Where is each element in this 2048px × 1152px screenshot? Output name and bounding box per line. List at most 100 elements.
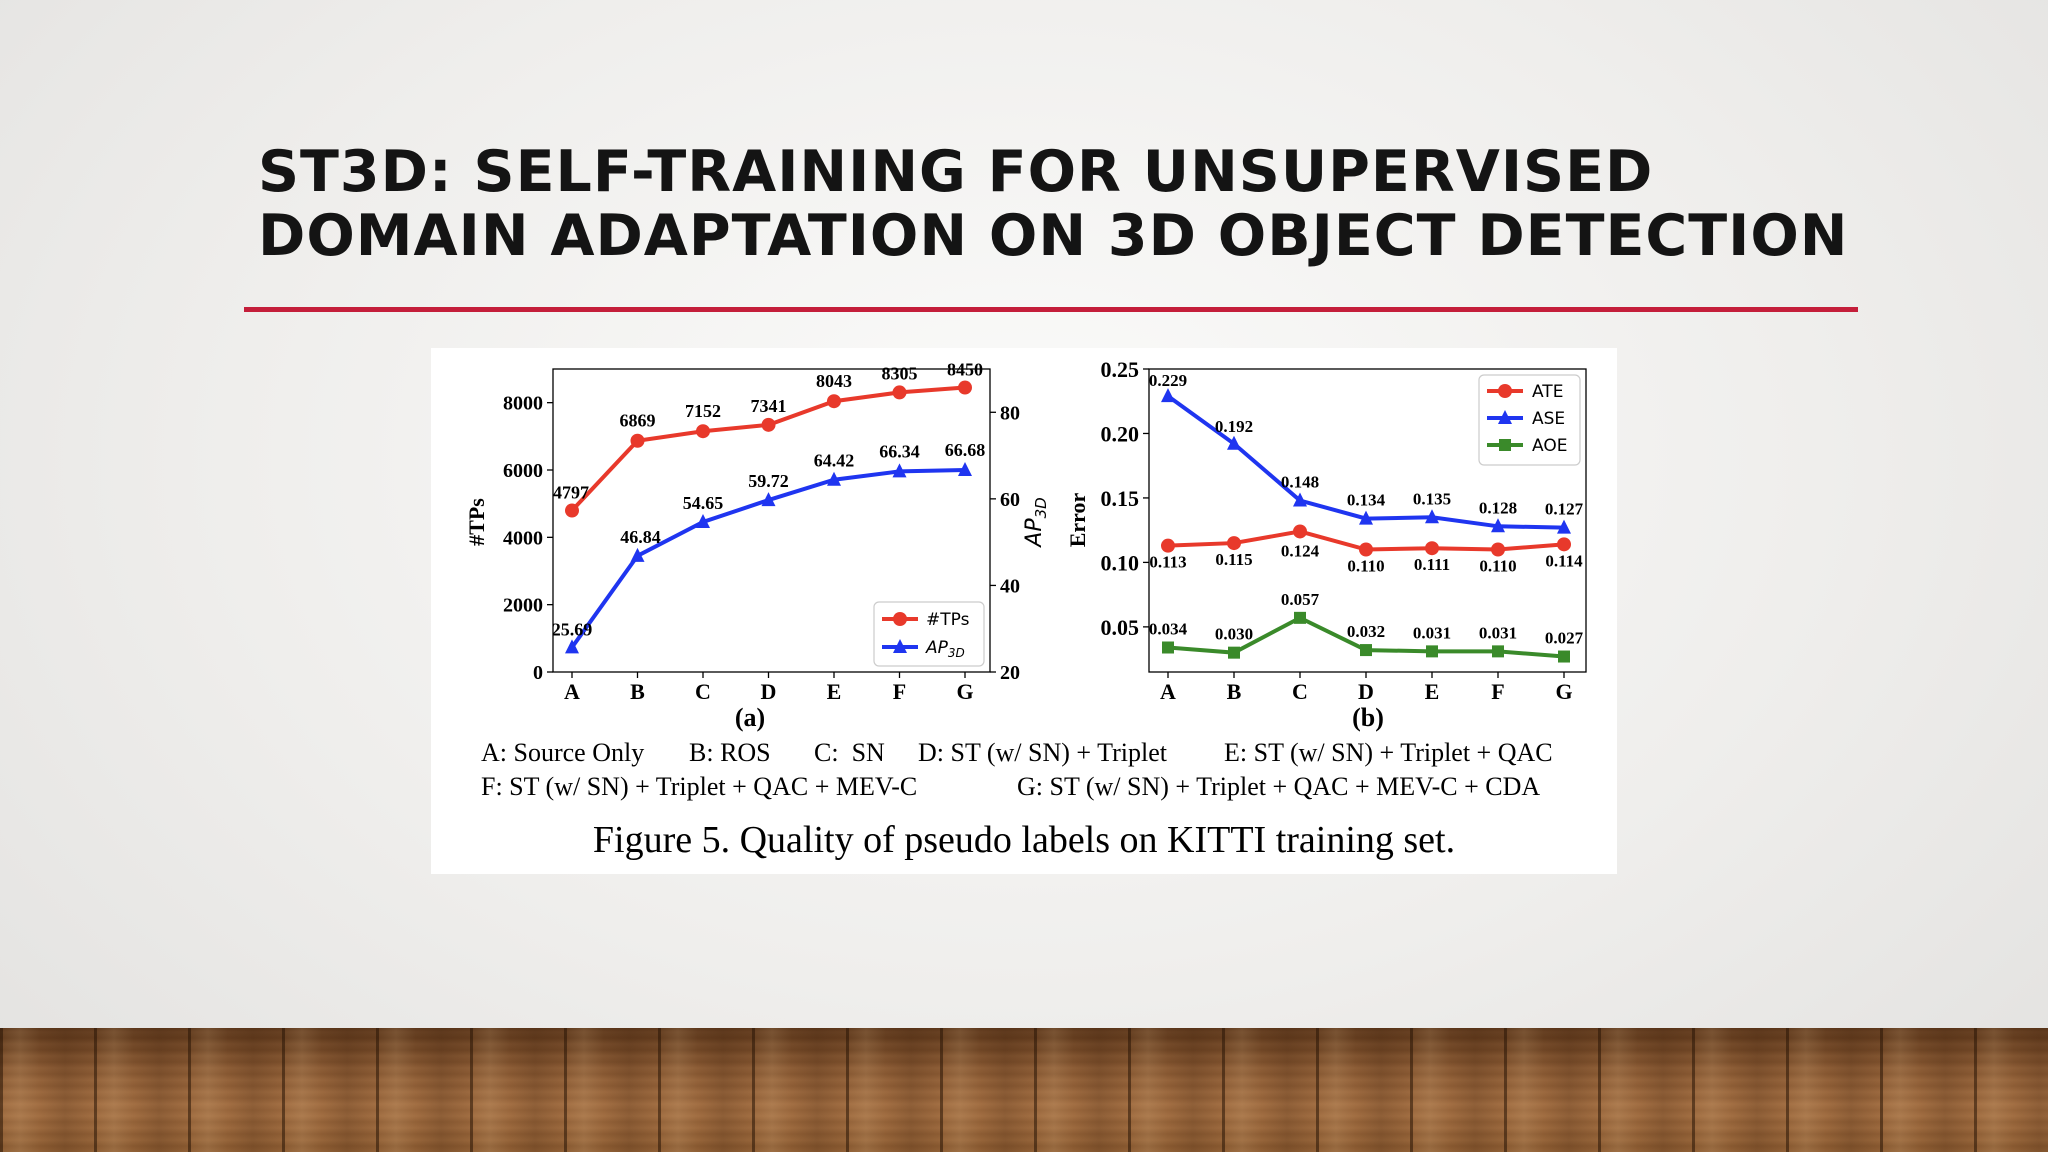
chart-b-data-label: 0.114 (1545, 551, 1583, 570)
chart-a-data-label: 59.72 (748, 471, 789, 491)
chart-a-data-label: 4797 (553, 483, 589, 503)
chart-a-point (696, 514, 710, 529)
chart-a-data-label: 64.42 (814, 451, 855, 471)
chart-b-legend-entry: AOE (1532, 436, 1567, 456)
chart-a-data-label: 7341 (751, 396, 787, 416)
chart-b-point (1293, 492, 1307, 507)
chart-a-point (827, 394, 841, 409)
chart-b-data-label: 0.128 (1479, 498, 1517, 517)
chart-a-point (565, 639, 579, 654)
chart-a-point (761, 417, 776, 432)
chart-a-point (958, 380, 972, 395)
figure-caption: Figure 5. Quality of pseudo labels on KI… (593, 819, 1455, 861)
chart-b-data-label: 0.110 (1479, 557, 1516, 576)
legend-line-2-g: G: ST (w/ SN) + Triplet + QAC + MEV-C + … (1017, 772, 1540, 801)
chart-a-ytick-label: 6000 (503, 460, 543, 482)
chart-b-legend-entry: ASE (1532, 409, 1565, 429)
chart-a-data-label: 8450 (947, 360, 983, 380)
chart-b-panel-label: (b) (1352, 703, 1384, 732)
legend-line-1-d: D: ST (w/ SN) + Triplet (918, 738, 1168, 767)
chart-a-point (630, 547, 645, 562)
chart-b-data-label: 0.127 (1545, 500, 1584, 519)
legend-line-1-e: E: ST (w/ SN) + Triplet + QAC (1224, 738, 1553, 767)
chart-b-point (1162, 641, 1174, 654)
chart-b-point (1558, 650, 1570, 663)
chart-b-legend-marker (1499, 439, 1511, 451)
legend-line-2-f: F: ST (w/ SN) + Triplet + QAC + MEV-C (481, 772, 917, 801)
chart-b-data-label: 0.031 (1479, 623, 1517, 642)
chart-a-data-label: 7152 (685, 401, 721, 421)
chart-b-point (1491, 518, 1505, 533)
chart-b-point (1227, 435, 1241, 450)
chart-b-ytick-label: 0.20 (1101, 421, 1140, 446)
chart-a-point (761, 492, 776, 507)
chart-a-data-label: 25.69 (552, 619, 593, 639)
chart-a-y2tick-label: 20 (1000, 662, 1020, 684)
chart-b-point (1359, 510, 1373, 525)
chart-a-y2tick-label: 60 (1000, 489, 1020, 511)
chart-a-legend: #TPs AP3D (873, 601, 985, 667)
figure-svg: 0 2000 4000 6000 8000 20 40 60 80 A B C D E F G #TPs AP3D… (464, 357, 1587, 861)
chart-a-legend-marker (893, 639, 907, 653)
chart-b-point (1425, 541, 1439, 556)
chart-b-point (1491, 542, 1505, 557)
chart-a-data-label: 66.34 (879, 441, 920, 461)
legend-line-1-c: C: SN (814, 738, 885, 767)
slide-title: ST3D: SELF-TRAINING FOR UNSUPERVISED DOM… (258, 140, 1878, 268)
chart-a-data-label: 8043 (816, 371, 852, 391)
chart-a-data-label: 46.84 (620, 527, 661, 547)
chart-a-xtick-label: F (893, 679, 906, 704)
chart-a-point (892, 463, 907, 478)
chart-b-point (1294, 611, 1306, 624)
chart-b-point (1161, 538, 1175, 553)
chart-b-xtick-label: A (1160, 679, 1176, 704)
chart-b-point (1557, 519, 1571, 534)
chart-a-point (696, 424, 710, 439)
chart-a-ytick-label: 8000 (503, 393, 543, 415)
chart-a-xtick-label: D (761, 679, 777, 704)
chart-a-ytick-label: 0 (533, 662, 543, 684)
chart-a-data-label: 66.68 (945, 440, 986, 460)
chart-b-xtick-label: D (1358, 679, 1374, 704)
chart-b-legend-entry: ATE (1532, 382, 1563, 402)
chart-b-point (1425, 509, 1439, 524)
chart-a-xtick-label: B (630, 679, 645, 704)
chart-b-data-label: 0.057 (1281, 590, 1320, 609)
chart-a-ylabel: #TPs (464, 498, 489, 546)
chart-b-ytick-label: 0.10 (1101, 550, 1140, 575)
chart-a-legend-marker (893, 612, 907, 626)
title-divider (244, 307, 1858, 312)
chart-b-ytick-label: 0.15 (1101, 486, 1140, 511)
chart-b-point (1161, 388, 1175, 403)
legend-line-1-b: B: ROS (689, 738, 771, 767)
chart-a-point (892, 385, 907, 400)
chart-b-frame (1148, 368, 1587, 673)
chart-b-ytick-label: 0.05 (1101, 615, 1140, 640)
chart-b-ytick-label: 0.25 (1101, 357, 1140, 382)
chart-a: 0 2000 4000 6000 8000 20 40 60 80 A B C D E F G #TPs AP3D… (464, 360, 1050, 732)
chart-b-xtick-label: F (1491, 679, 1504, 704)
chart-a-point (630, 433, 645, 448)
chart-b-point (1426, 645, 1438, 658)
chart-b-data-label: 0.110 (1347, 557, 1384, 576)
chart-a-xtick-label: G (956, 679, 973, 704)
chart-b-xtick-label: C (1292, 679, 1308, 704)
chart-b-data-label: 0.135 (1413, 489, 1451, 508)
slide-title-line-2: DOMAIN ADAPTATION ON 3D OBJECT DETECTION (258, 203, 1849, 269)
chart-a-ytick-label: 2000 (503, 595, 543, 617)
chart-a-data-label: 54.65 (683, 493, 724, 513)
figure-panel: 0 2000 4000 6000 8000 20 40 60 80 A B C D E F G #TPs AP3D… (431, 348, 1617, 874)
chart-b-legend: ATE ASE AOE (1478, 374, 1581, 466)
chart-b-data-label: 0.113 (1149, 553, 1186, 572)
chart-b-data-label: 0.111 (1414, 555, 1450, 574)
chart-b-data-label: 0.032 (1347, 622, 1385, 641)
chart-b-ylabel: Error (1065, 492, 1090, 547)
chart-a-point (958, 461, 972, 476)
chart-b-point (1228, 646, 1240, 659)
chart-b-legend-marker (1498, 410, 1512, 424)
chart-b-legend-marker (1498, 384, 1512, 398)
chart-a-point (827, 471, 841, 486)
chart-a-y2tick-label: 80 (1000, 402, 1020, 424)
chart-a-point (565, 503, 579, 518)
chart-b-point (1557, 537, 1571, 552)
